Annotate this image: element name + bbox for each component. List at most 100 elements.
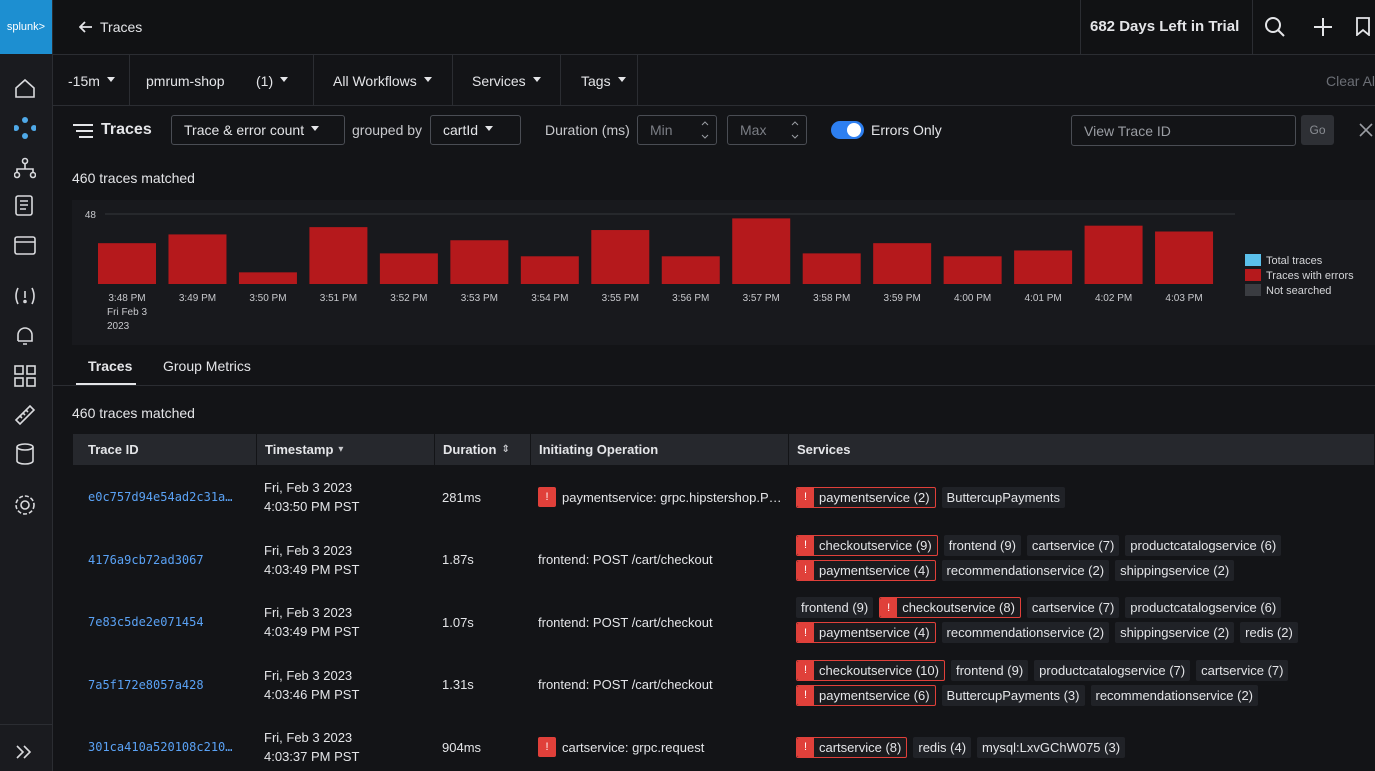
table-row: 7a5f172e8057a428Fri, Feb 3 20234:03:46 P… [73,654,1375,716]
tab-active[interactable]: Traces [88,358,132,374]
bar [309,227,367,284]
trace-id[interactable]: 7e83c5de2e071454 [88,591,204,653]
service-tag[interactable]: frontend (9) [951,660,1028,681]
service-name: cartservice (7) [1201,663,1283,678]
divider [0,724,52,725]
service-name: redis (2) [1245,625,1293,640]
bookmark-icon[interactable] [1356,17,1370,36]
x-tick-label: 4:02 PM [1095,293,1132,304]
service-tag[interactable]: productcatalogservice (6) [1125,535,1281,556]
group-select[interactable]: cartId [430,115,521,145]
service-tag[interactable]: frontend (9) [944,535,1021,556]
timestamp-date: Fri, Feb 3 2023 [264,603,359,622]
errors-only-label: Errors Only [871,122,942,138]
close-icon[interactable] [1359,123,1373,137]
service-tag[interactable]: shippingservice (2) [1115,622,1234,643]
back-arrow[interactable] [79,21,93,33]
service-name: frontend (9) [956,663,1023,678]
trace-id[interactable]: 301ca410a520108c210… [88,716,233,771]
operation: !cartservice: grpc.request [538,716,783,771]
service-tag[interactable]: !checkoutservice (8) [879,597,1021,618]
service-tag[interactable]: ButtercupPayments (3) [942,685,1085,706]
sort-icon[interactable]: ⇕ [501,444,509,455]
services: !paymentservice (2) ButtercupPayments [796,466,1331,528]
service-tag[interactable]: cartservice (7) [1027,535,1119,556]
logo[interactable]: splunk> [0,0,52,54]
add-icon[interactable] [1313,17,1333,37]
service-tag[interactable]: recommendationservice (2) [942,622,1110,643]
x-tick-label: 3:49 PM [179,293,216,304]
bar [450,240,508,284]
spinner-icon[interactable] [700,118,710,142]
service-name: shippingservice (2) [1120,563,1229,578]
service-tag[interactable]: shippingservice (2) [1115,560,1234,581]
legend-label: Total traces [1266,255,1323,267]
metric-select[interactable]: Trace & error count [171,115,345,145]
x-sublabel: Fri Feb 3 [107,307,147,318]
trace-id[interactable]: 7a5f172e8057a428 [88,654,204,716]
spinner-icon[interactable] [790,118,800,142]
tab[interactable]: Group Metrics [163,358,251,374]
operation-name: cartservice: grpc.request [562,740,704,755]
x-tick-label: 3:59 PM [884,293,921,304]
timestamp-date: Fri, Feb 3 2023 [264,478,359,497]
errors-toggle[interactable] [831,120,864,140]
x-tick-label: 4:03 PM [1165,293,1202,304]
service-tag[interactable]: !paymentservice (6) [796,685,936,706]
trial-banner[interactable]: 682 Days Left in Trial [1090,18,1239,35]
duration: 281ms [442,466,481,528]
services: !checkoutservice (10) frontend (9) product… [796,658,1331,716]
service-name: shippingservice (2) [1120,625,1229,640]
service-tag[interactable]: ButtercupPayments [942,487,1065,508]
service-tag[interactable]: recommendationservice (2) [942,560,1110,581]
services: !cartservice (8) redis (4) mysql:LxvGChW07… [796,716,1331,771]
trace-id-input[interactable]: View Trace ID [1071,115,1296,146]
service-tag[interactable]: productcatalogservice (7) [1034,660,1190,681]
timestamp-time: 4:03:49 PM PST [264,560,359,579]
column-header[interactable]: Timestamp▾ [257,434,435,465]
expand-icon[interactable] [16,745,32,759]
service-tag[interactable]: productcatalogservice (6) [1125,597,1281,618]
services-filter[interactable]: Services [472,73,541,89]
service-tag[interactable]: frontend (9) [796,597,873,618]
service-tag[interactable]: cartservice (7) [1196,660,1288,681]
service-tag[interactable]: !cartservice (8) [796,737,907,758]
service-tag[interactable]: !paymentservice (4) [796,560,936,581]
service-tag[interactable]: recommendationservice (2) [1091,685,1259,706]
sidebar: splunk> [0,0,53,771]
tags-filter[interactable]: Tags [581,73,626,89]
filter-bar [53,55,1375,106]
service-tag[interactable]: !paymentservice (4) [796,622,936,643]
search-icon[interactable] [1264,16,1286,38]
grouped-by-label: grouped by [352,122,422,138]
service-name: productcatalogservice (6) [1130,600,1276,615]
workflow-filter[interactable]: All Workflows [333,73,432,89]
duration-label: Duration (ms) [545,122,630,138]
bar [873,243,931,284]
environment-filter[interactable]: pmrum-shop [146,73,225,89]
service-tag[interactable]: redis (4) [913,737,971,758]
operation-name: frontend: POST /cart/checkout [538,615,713,630]
service-name: checkoutservice (9) [819,538,932,553]
bar [1014,250,1072,284]
time-filter[interactable]: -15m [68,73,115,89]
divider [637,55,638,105]
error-badge: ! [797,623,814,642]
trace-id[interactable]: e0c757d94e54ad2c31a… [88,466,233,528]
service-tag[interactable]: redis (2) [1240,622,1298,643]
menu-icon[interactable] [73,124,93,138]
service-tag[interactable]: !checkoutservice (10) [796,660,945,681]
clear-all[interactable]: Clear All [1326,73,1375,89]
x-tick-label: 3:55 PM [602,293,639,304]
nav-icons[interactable] [14,78,36,528]
service-tag[interactable]: !checkoutservice (9) [796,535,938,556]
sort-icon[interactable]: ▾ [338,444,343,455]
service-name: ButtercupPayments [947,490,1060,505]
service-tag[interactable]: !paymentservice (2) [796,487,936,508]
trace-id[interactable]: 4176a9cb72ad3067 [88,529,204,591]
column-header[interactable]: Duration⇕ [435,434,531,465]
go-button[interactable]: Go [1301,115,1334,145]
environment-count[interactable]: (1) [256,73,288,89]
service-tag[interactable]: cartservice (7) [1027,597,1119,618]
service-tag[interactable]: mysql:LxvGChW075 (3) [977,737,1125,758]
